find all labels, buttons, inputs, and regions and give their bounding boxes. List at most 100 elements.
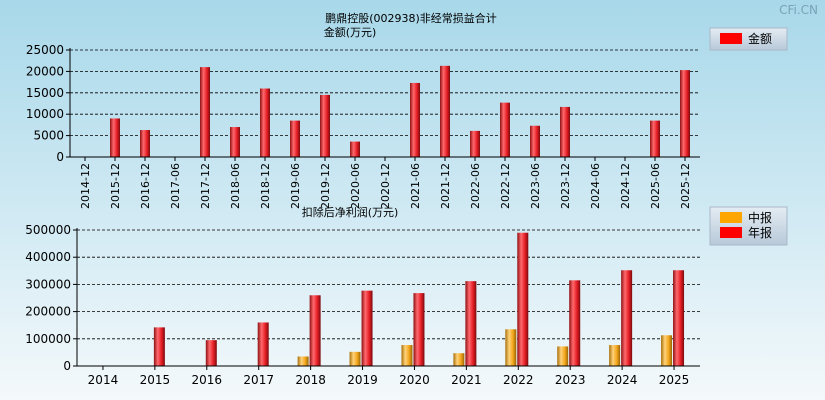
bar-金额-2016-12 — [140, 130, 150, 157]
bar-中报-2018 — [297, 356, 309, 366]
bar-金额-2018-06 — [230, 127, 240, 157]
chart2-y-ticks: 0 100000 200000 300000 400000 500000 — [25, 223, 77, 373]
chart2-legend-swatch-annual — [720, 227, 742, 238]
watermark: CFi.CN — [779, 3, 818, 17]
bar-中报-2021 — [453, 353, 465, 366]
chart1-x-ticks: 2014-12 2015-12 2016-12 2017-06 2017-12 2018-… — [79, 157, 692, 209]
x-tick-label: 2024-12 — [619, 163, 632, 209]
chart2-x-ticks: 2014 2015 2016 2017 2018 2019 2020 2021 2022 2023… — [88, 366, 690, 387]
y-tick-label: 300000 — [25, 277, 71, 291]
bar-中报-2023 — [557, 346, 569, 366]
x-tick-label: 2025-06 — [649, 163, 662, 209]
bar-年报-2017 — [257, 322, 269, 366]
bar-金额-2021-12 — [440, 65, 450, 157]
y-tick-label: 500000 — [25, 223, 71, 237]
x-tick-label: 2017-06 — [169, 163, 182, 209]
chart1-axes — [69, 48, 700, 158]
chart2-legend-label-interim: 中报 — [748, 210, 772, 225]
chart2-legend-label-annual: 年报 — [748, 225, 772, 240]
y-tick-label: 0 — [56, 150, 64, 164]
y-tick-label: 25000 — [26, 43, 64, 57]
x-tick-label: 2022-12 — [499, 163, 512, 209]
x-tick-label: 2021-06 — [409, 163, 422, 209]
y-tick-label: 10000 — [26, 107, 64, 121]
x-tick-label: 2024-06 — [589, 163, 602, 209]
bar-中报-2024 — [609, 345, 621, 366]
x-tick-label: 2015 — [140, 373, 171, 387]
chart1-legend-label-amount: 金额 — [748, 31, 772, 46]
x-tick-label: 2014-12 — [79, 163, 92, 209]
chart1-bars — [110, 65, 690, 157]
bar-金额-2019-12 — [320, 94, 330, 157]
x-tick-label: 2023-06 — [529, 163, 542, 209]
bar-中报-2019 — [349, 351, 361, 366]
chart2-axes — [76, 228, 700, 367]
y-tick-label: 5000 — [33, 129, 64, 143]
x-tick-label: 2022-06 — [469, 163, 482, 209]
x-tick-label: 2023 — [555, 373, 586, 387]
bar-年报-2015 — [153, 327, 165, 366]
bar-金额-2017-12 — [200, 67, 210, 157]
bar-年报-2025 — [673, 270, 685, 366]
bar-年报-2019 — [361, 290, 373, 366]
y-tick-label: 20000 — [26, 64, 64, 78]
bar-中报-2020 — [401, 345, 413, 366]
chart1-title: 鹏鼎控股(002938)非经常损益合计 — [325, 11, 497, 25]
bar-年报-2021 — [465, 281, 477, 366]
y-tick-label: 0 — [63, 359, 71, 373]
bar-金额-2021-06 — [410, 82, 420, 157]
x-tick-label: 2014 — [88, 373, 119, 387]
bar-中报-2025 — [661, 335, 673, 366]
bar-金额-2020-06 — [350, 141, 360, 157]
x-tick-label: 2020 — [399, 373, 430, 387]
bar-年报-2020 — [413, 293, 425, 366]
chart1-y-ticks: 0 5000 10000 15000 20000 25000 — [26, 43, 70, 164]
y-tick-label: 200000 — [25, 305, 71, 319]
bar-金额-2015-12 — [110, 118, 120, 157]
x-tick-label: 2025 — [659, 373, 690, 387]
chart1-gridlines — [70, 49, 700, 137]
bar-年报-2016 — [205, 340, 217, 366]
x-tick-label: 2023-12 — [559, 163, 572, 209]
x-tick-label: 2015-12 — [109, 163, 122, 209]
bar-金额-2025-06 — [650, 120, 660, 157]
bar-金额-2018-12 — [260, 88, 270, 157]
bar-年报-2024 — [621, 270, 633, 366]
bar-金额-2023-12 — [560, 106, 570, 157]
x-tick-label: 2025-12 — [679, 163, 692, 209]
x-tick-label: 2021-12 — [439, 163, 452, 209]
x-tick-label: 2018-06 — [229, 163, 242, 209]
x-tick-label: 2017-12 — [199, 163, 212, 209]
x-tick-label: 2017 — [243, 373, 274, 387]
y-tick-label: 15000 — [26, 86, 64, 100]
chart2-legend: 中报 年报 — [709, 206, 788, 246]
chart1-legend: 金额 — [709, 27, 788, 51]
bar-金额-2022-06 — [470, 130, 480, 157]
y-tick-label: 100000 — [25, 332, 71, 346]
x-tick-label: 2024 — [607, 373, 638, 387]
bar-年报-2018 — [309, 295, 321, 366]
bar-年报-2022 — [517, 232, 529, 366]
x-tick-label: 2022 — [503, 373, 534, 387]
x-tick-label: 2020-12 — [379, 163, 392, 209]
bar-年报-2023 — [569, 280, 581, 366]
y-tick-label: 400000 — [25, 250, 71, 264]
bar-金额-2019-06 — [290, 120, 300, 157]
bar-金额-2022-12 — [500, 102, 510, 157]
x-tick-label: 2018-12 — [259, 163, 272, 209]
x-tick-label: 2020-06 — [349, 163, 362, 209]
bar-金额-2025-12 — [680, 70, 690, 157]
x-tick-label: 2019-06 — [289, 163, 302, 209]
bar-金额-2023-06 — [530, 125, 540, 157]
chart1-legend-swatch-amount — [720, 33, 742, 44]
bar-中报-2022 — [505, 329, 517, 366]
chart2-legend-swatch-interim — [720, 212, 742, 223]
x-tick-label: 2019 — [347, 373, 378, 387]
chart2-title: 扣除后净利润(万元) — [302, 205, 399, 219]
chart1-subtitle: 金额(万元) — [324, 25, 377, 39]
x-tick-label: 2021 — [451, 373, 482, 387]
chart2-bars — [153, 232, 685, 366]
x-tick-label: 2016 — [192, 373, 223, 387]
